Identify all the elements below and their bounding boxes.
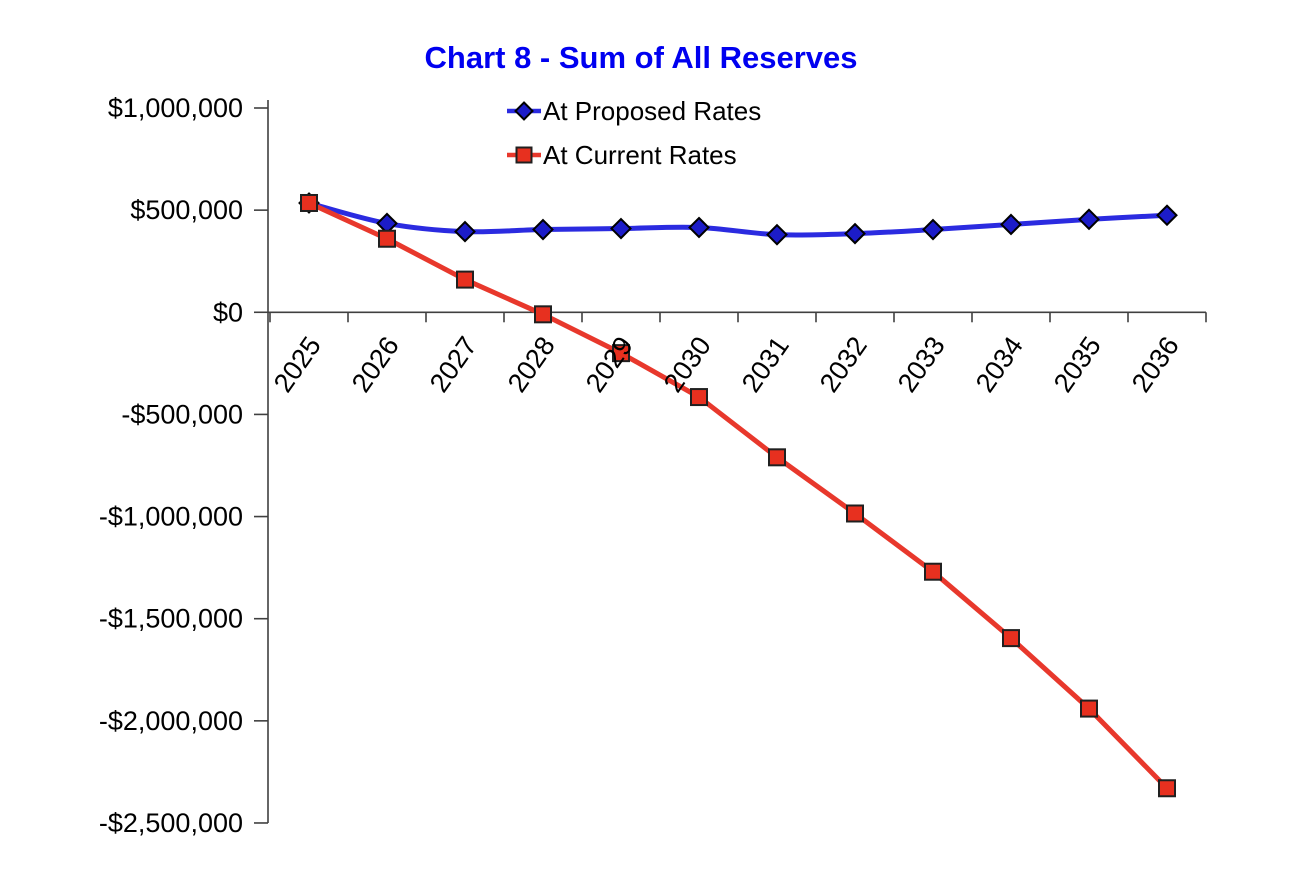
series-line: [306, 200, 1170, 238]
x-tick-label: 2026: [346, 331, 405, 397]
x-tick-label: 2034: [970, 331, 1029, 397]
diamond-marker: [610, 217, 632, 240]
proposed-rates-diamond-icon: [506, 99, 542, 123]
series-current-rates: [300, 193, 1176, 798]
y-tick-label: -$2,500,000: [99, 808, 243, 838]
x-tick-label: 2028: [502, 331, 561, 397]
x-tick-label: 2033: [892, 331, 951, 397]
chart-title: Chart 8 - Sum of All Reserves: [424, 40, 858, 75]
square-marker: [1002, 629, 1020, 648]
square-marker: [690, 388, 708, 407]
x-tick-label: 2032: [814, 331, 873, 397]
square-marker: [378, 229, 396, 248]
current-rates-square-icon: [506, 143, 542, 167]
square-marker: [924, 562, 942, 581]
diamond-marker: [688, 216, 710, 239]
y-tick-label: $0: [213, 297, 243, 327]
y-tick-label: -$1,500,000: [99, 604, 243, 634]
y-axis-labels: $1,000,000 $500,000 $0 -$500,000 -$1,000,000…: [99, 93, 243, 838]
y-tick-label: -$500,000: [121, 399, 243, 429]
series-proposed-rates: [298, 192, 1178, 246]
y-tick-label: $500,000: [130, 195, 243, 225]
legend-item-current-rates: At Current Rates: [506, 140, 761, 170]
diamond-marker: [1000, 213, 1022, 236]
y-tick-label: $1,000,000: [108, 93, 243, 123]
y-axis-ticks: [254, 107, 268, 824]
square-marker: [534, 305, 552, 324]
y-tick-label: -$1,000,000: [99, 502, 243, 532]
x-tick-label: 2031: [736, 331, 795, 397]
series-line: [306, 200, 1170, 791]
x-tick-label: 2036: [1126, 331, 1185, 397]
diamond-marker: [922, 218, 944, 241]
diamond-marker: [844, 222, 866, 245]
x-tick-label: 2027: [424, 331, 483, 397]
x-tick-label: 2029: [580, 331, 639, 397]
diamond-marker: [532, 218, 554, 241]
x-tick-label: 2025: [268, 331, 327, 397]
x-axis-labels: 2025 2026 2027 2028 2029 2030 2031 2032 2033 2034…: [268, 331, 1185, 397]
chart-legend: At Proposed Rates At Current Rates: [506, 96, 761, 184]
square-marker: [456, 270, 474, 289]
square-marker: [300, 193, 318, 212]
diamond-marker: [1156, 204, 1178, 227]
x-tick-label: 2035: [1048, 331, 1107, 397]
axes: [267, 100, 1207, 823]
diamond-marker: [454, 220, 476, 243]
diamond-marker: [766, 223, 788, 246]
square-marker: [1080, 699, 1098, 718]
square-marker: [768, 448, 786, 467]
square-marker: [1158, 779, 1176, 798]
square-marker: [612, 344, 630, 363]
legend-label-proposed-rates: At Proposed Rates: [543, 96, 762, 126]
diamond-marker: [1078, 208, 1100, 231]
x-tick-label: 2030: [658, 331, 717, 397]
legend-item-proposed-rates: At Proposed Rates: [506, 96, 761, 126]
y-tick-label: -$2,000,000: [99, 706, 243, 736]
legend-label-current-rates: At Current Rates: [543, 140, 737, 170]
square-marker: [846, 504, 864, 523]
